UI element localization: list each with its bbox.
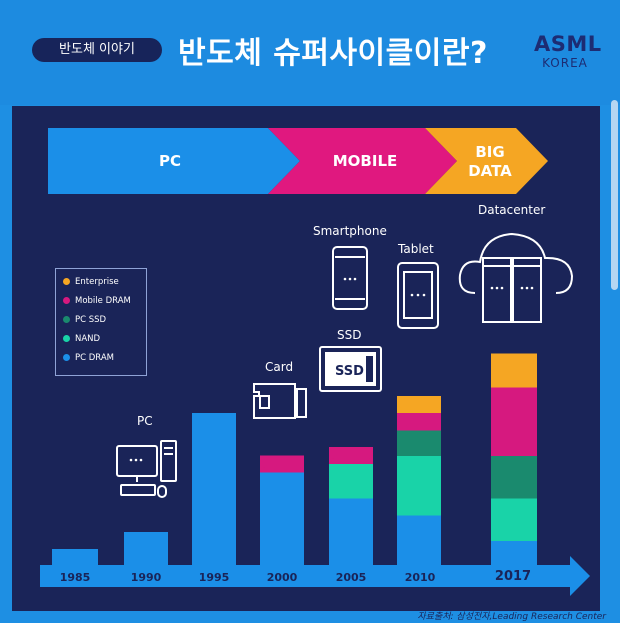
x-axis-arrowhead <box>570 556 590 596</box>
scrollbar[interactable] <box>611 100 618 290</box>
legend-label: Mobile DRAM <box>75 296 131 306</box>
bar-segment <box>491 455 537 499</box>
legend-dot <box>63 278 70 285</box>
bar-segment <box>192 413 236 566</box>
device-label-card: Card <box>265 360 294 374</box>
x-tick-label: 1985 <box>59 571 91 584</box>
legend-item: NAND <box>63 332 100 346</box>
bar-top <box>397 396 441 408</box>
x-axis-band <box>40 565 572 587</box>
bar-segment <box>491 498 537 541</box>
bar-top <box>52 549 98 561</box>
bar-segment <box>397 430 441 456</box>
asml-logo: ASML KOREA <box>534 32 602 71</box>
bar-top <box>491 353 537 366</box>
bar-segment <box>491 540 537 567</box>
device-label-smartphone: Smartphone <box>313 224 387 238</box>
bar-segment <box>491 387 537 456</box>
datacenter-icon <box>458 232 574 323</box>
bar-segment <box>329 464 373 499</box>
x-tick-label: 1990 <box>130 571 162 584</box>
x-tick-label: 2010 <box>404 571 436 584</box>
tablet-icon <box>397 262 439 329</box>
pc-icon <box>116 440 177 498</box>
source-note: 자료출처: 삼성전자,Leading Research Center <box>417 612 606 622</box>
phase-label-bigdata-line1: BIG <box>475 143 505 161</box>
legend: Enterprise Mobile DRAM PC SSD NAND PC DR… <box>55 268 147 376</box>
x-tick-label: 1995 <box>198 571 230 584</box>
legend-dot <box>63 354 70 361</box>
bar-segment <box>260 472 304 567</box>
legend-label: PC SSD <box>75 315 107 325</box>
x-tick-label: 2017 <box>494 569 532 584</box>
phase-label-pc: PC <box>158 152 181 170</box>
device-label-datacenter: Datacenter <box>478 203 546 217</box>
phase-pc-chevron <box>48 128 300 194</box>
logo-subtext: KOREA <box>542 56 588 70</box>
device-label-pc: PC <box>137 414 153 428</box>
bar-top <box>260 455 304 468</box>
legend-label: PC DRAM <box>75 353 115 363</box>
x-tick-label: 2000 <box>266 571 298 584</box>
logo-text: ASML <box>534 32 602 56</box>
legend-dot <box>63 335 70 342</box>
phase-bigdata-chevron <box>425 128 548 194</box>
legend-label: NAND <box>75 334 101 344</box>
legend-item: Mobile DRAM <box>63 294 131 308</box>
smartphone-icon <box>332 246 368 310</box>
bar-top <box>192 413 236 425</box>
smartphone-dots <box>343 277 357 281</box>
bar-segment <box>329 498 373 567</box>
legend-item: Enterprise <box>63 275 119 289</box>
tablet-dots <box>410 293 426 297</box>
bar-top <box>124 532 168 544</box>
legend-item: PC DRAM <box>63 351 114 365</box>
phase-label-bigdata-line2: DATA <box>468 162 512 180</box>
header: 반도체 이야기 반도체 슈퍼사이클이란? ASML KOREA <box>0 0 620 105</box>
bar-segment <box>397 413 441 431</box>
phase-label-mobile: MOBILE <box>332 152 398 170</box>
x-tick-label: 2005 <box>335 571 367 584</box>
legend-dot <box>63 297 70 304</box>
legend-dot <box>63 316 70 323</box>
pc-icon-dots <box>129 458 143 462</box>
ssd-chip-text: SSD <box>335 364 364 379</box>
card-icon <box>253 383 307 419</box>
device-label-tablet: Tablet <box>398 242 434 256</box>
category-badge: 반도체 이야기 <box>32 38 162 62</box>
legend-label: Enterprise <box>75 277 119 287</box>
bar-top <box>329 447 373 459</box>
datacenter-dots <box>490 286 534 290</box>
bar-segment <box>397 515 441 567</box>
page-title: 반도체 슈퍼사이클이란? <box>178 36 488 71</box>
device-label-ssd: SSD <box>337 328 362 342</box>
legend-item: PC SSD <box>63 313 106 327</box>
bar-segment <box>397 455 441 516</box>
phase-mobile-chevron <box>268 128 457 194</box>
ssd-icon <box>319 346 382 392</box>
bars-group <box>52 353 537 567</box>
